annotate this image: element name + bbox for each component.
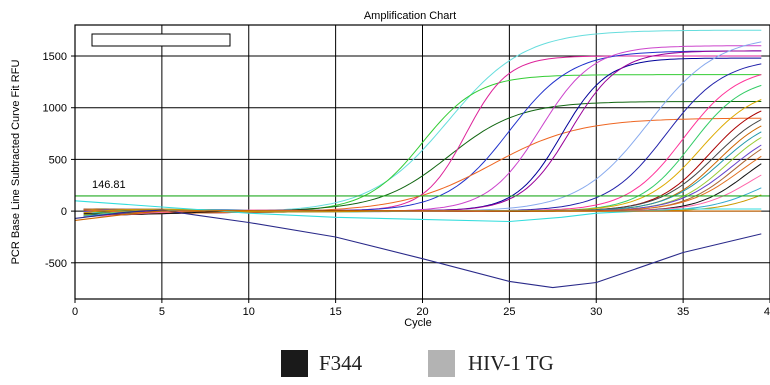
x-tick-label: 10: [243, 306, 255, 318]
x-tick-label: 20: [416, 306, 428, 318]
legend-swatch-f344: [281, 350, 308, 377]
baseline-curve: [74, 209, 762, 289]
y-tick-label: -500: [45, 258, 67, 270]
threshold-group: 146.81: [75, 179, 770, 197]
x-axis-label: Cycle: [404, 317, 432, 329]
y-tick-label: 500: [49, 154, 67, 166]
x-tick-label: 40: [764, 306, 770, 318]
y-axis-label: PCR Base Line Subtracted Curve Fit RFU: [10, 60, 22, 265]
amplification-chart: Amplification Chart 146.81 0 5 10 15 20 25 30 3…: [10, 10, 770, 329]
legend-swatch-hiv-1-tg: [428, 350, 455, 377]
chart-blank-label-box: [91, 33, 231, 47]
x-tick-label: 35: [677, 306, 689, 318]
y-tick-label: 0: [61, 206, 67, 218]
baseline-curve: [74, 210, 762, 221]
y-tick-label: 1500: [43, 51, 67, 63]
y-tick-label: 1000: [43, 103, 67, 115]
chart-title: Amplification Chart: [364, 10, 456, 22]
chart-curves: [74, 29, 762, 289]
x-tick-label: 25: [503, 306, 515, 318]
legend-label-f344: F344: [319, 351, 363, 375]
x-tick-label: 5: [159, 306, 165, 318]
y-axis-ticks: -500 0 500 1000 1500: [43, 51, 75, 270]
legend-label-hiv-1-tg: HIV-1 TG: [468, 351, 554, 375]
threshold-label: 146.81: [92, 179, 126, 191]
x-axis-ticks: 0 5 10 15 20 25 30 35 40: [72, 299, 770, 318]
x-tick-label: 0: [72, 306, 78, 318]
chart-grid: [74, 25, 770, 299]
x-tick-label: 15: [330, 306, 342, 318]
x-tick-label: 30: [590, 306, 602, 318]
legend: F344 HIV-1 TG: [0, 343, 770, 383]
